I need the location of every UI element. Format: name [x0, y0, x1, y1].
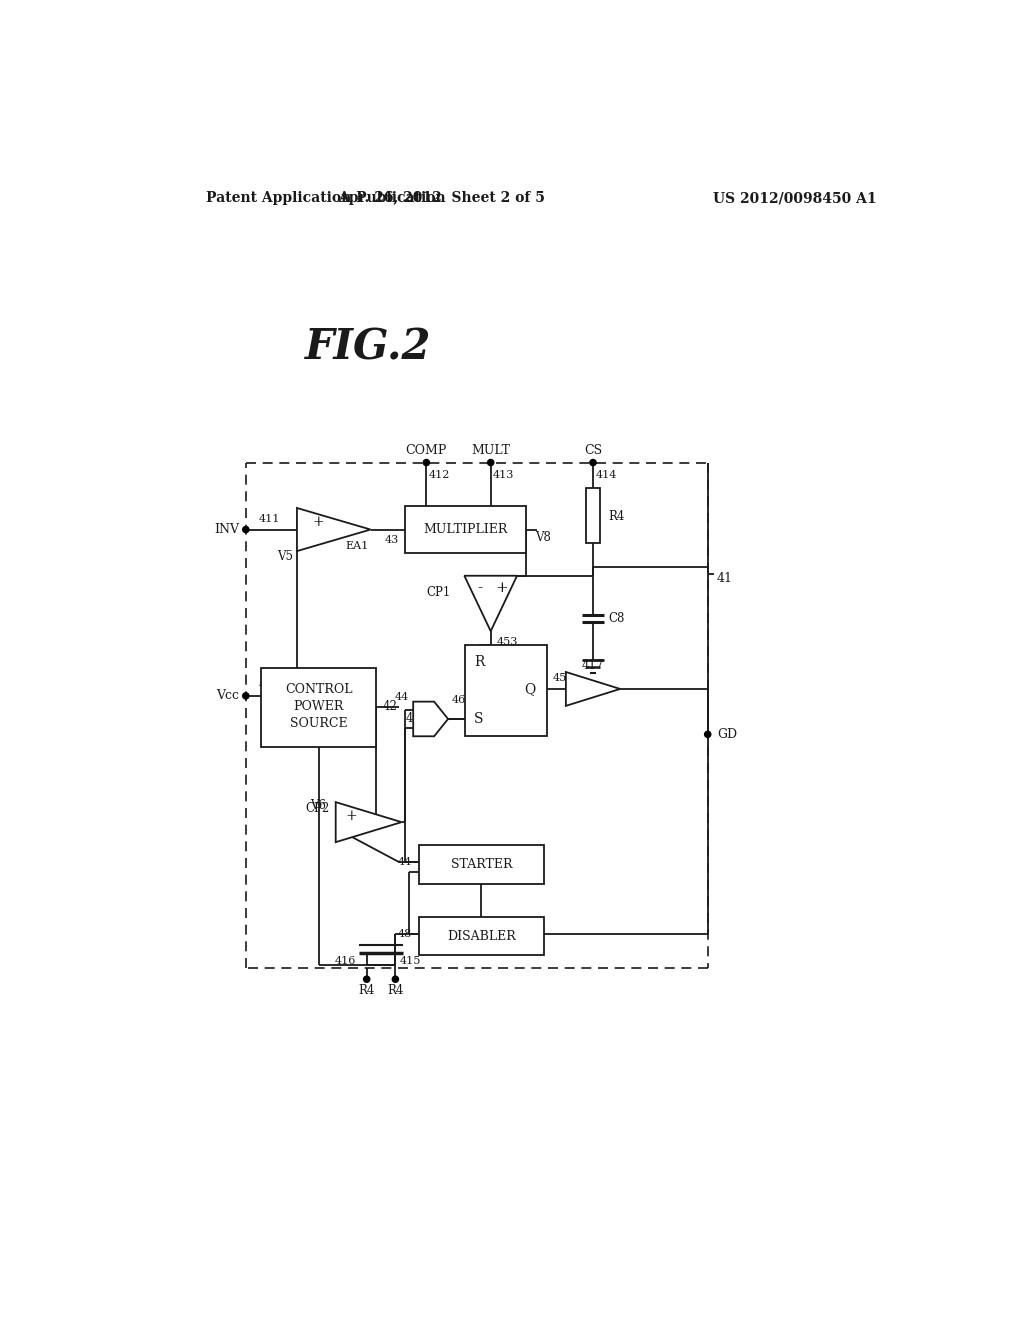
- Circle shape: [364, 977, 370, 982]
- Polygon shape: [336, 803, 401, 842]
- Text: MULTIPLIER: MULTIPLIER: [423, 523, 508, 536]
- Text: 48: 48: [398, 929, 413, 939]
- Polygon shape: [414, 702, 449, 737]
- Text: STARTER: STARTER: [451, 858, 512, 871]
- Text: 418: 418: [258, 680, 280, 690]
- Text: CS: CS: [584, 444, 602, 457]
- Text: 416: 416: [335, 956, 356, 966]
- Text: -: -: [477, 581, 482, 595]
- Text: 47: 47: [566, 694, 580, 705]
- Text: R4: R4: [387, 983, 403, 997]
- Text: 45: 45: [406, 713, 420, 726]
- Text: CONTROL: CONTROL: [285, 684, 352, 696]
- Text: V6: V6: [310, 799, 327, 812]
- Text: 412: 412: [429, 470, 451, 480]
- Bar: [406, 507, 525, 553]
- Text: 415: 415: [399, 956, 421, 966]
- Text: CP1: CP1: [426, 586, 451, 599]
- Text: GD: GD: [717, 727, 737, 741]
- Text: Vcc: Vcc: [217, 689, 240, 702]
- Text: CP2: CP2: [305, 801, 330, 814]
- Bar: [419, 845, 544, 884]
- Text: 42: 42: [382, 700, 397, 713]
- Text: +: +: [313, 515, 325, 529]
- Text: 44: 44: [395, 693, 410, 702]
- Bar: [261, 668, 376, 747]
- Text: Apr. 26, 2012  Sheet 2 of 5: Apr. 26, 2012 Sheet 2 of 5: [339, 191, 546, 206]
- Bar: [419, 917, 544, 956]
- Text: 452: 452: [553, 673, 574, 684]
- Text: 43: 43: [385, 536, 399, 545]
- Text: INV: INV: [215, 523, 240, 536]
- Text: V5: V5: [278, 550, 293, 564]
- Text: EA1: EA1: [345, 541, 369, 552]
- Text: DISABLER: DISABLER: [447, 929, 516, 942]
- Text: 417: 417: [582, 659, 604, 672]
- Text: R: R: [474, 655, 484, 669]
- Circle shape: [423, 459, 429, 466]
- Polygon shape: [297, 508, 371, 552]
- Text: V8: V8: [535, 531, 551, 544]
- Text: 411: 411: [258, 513, 280, 524]
- Text: 413: 413: [493, 470, 514, 480]
- Text: C8: C8: [608, 612, 625, 624]
- Circle shape: [392, 977, 398, 982]
- Circle shape: [705, 731, 711, 738]
- Text: COMP: COMP: [406, 444, 447, 457]
- Text: US 2012/0098450 A1: US 2012/0098450 A1: [713, 191, 877, 206]
- Text: SOURCE: SOURCE: [290, 717, 347, 730]
- Text: R4: R4: [358, 983, 375, 997]
- Text: 414: 414: [595, 470, 616, 480]
- Text: +: +: [345, 809, 357, 822]
- Text: S: S: [474, 711, 483, 726]
- Text: MULT: MULT: [471, 444, 510, 457]
- Text: POWER: POWER: [294, 700, 344, 713]
- Text: 46: 46: [452, 694, 466, 705]
- Text: 44: 44: [398, 857, 413, 867]
- Polygon shape: [464, 576, 517, 631]
- Text: +: +: [496, 581, 508, 595]
- Text: 41: 41: [717, 572, 733, 585]
- Text: Q: Q: [524, 682, 536, 696]
- Text: R4: R4: [608, 510, 625, 523]
- Circle shape: [487, 459, 494, 466]
- Text: Patent Application Publication: Patent Application Publication: [206, 191, 445, 206]
- Circle shape: [590, 459, 596, 466]
- Circle shape: [243, 693, 249, 700]
- Polygon shape: [566, 672, 621, 706]
- Text: FIG.2: FIG.2: [305, 326, 431, 368]
- Text: 453: 453: [497, 638, 518, 647]
- Circle shape: [243, 527, 249, 533]
- Bar: [465, 645, 547, 737]
- Text: 451: 451: [421, 705, 442, 714]
- Bar: [586, 488, 600, 544]
